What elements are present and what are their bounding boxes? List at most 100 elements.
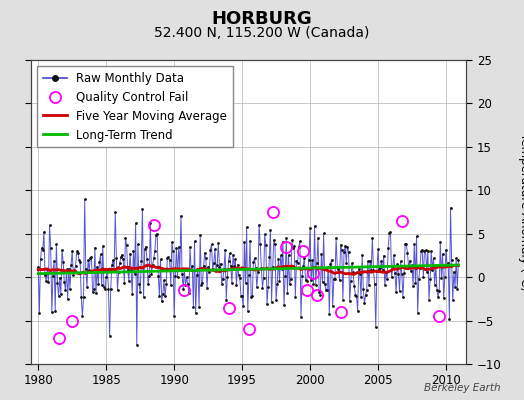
Point [442, 246, 450, 253]
Point [171, 273, 180, 280]
Point [250, 255, 259, 262]
Point [313, 260, 321, 266]
Point [393, 261, 401, 268]
Point [412, 233, 421, 240]
Point [281, 273, 289, 280]
Point [170, 313, 178, 319]
Point [216, 260, 225, 267]
Point [316, 292, 324, 298]
Point [360, 300, 368, 306]
Point [161, 293, 169, 299]
Point [439, 251, 447, 257]
Point [107, 262, 116, 269]
Point [233, 262, 242, 268]
Point [450, 269, 458, 275]
Point [204, 264, 212, 270]
Point [253, 284, 261, 290]
Point [303, 265, 312, 272]
Point [417, 248, 425, 254]
Point [257, 264, 266, 271]
Point [397, 258, 405, 264]
Point [440, 295, 448, 301]
Point [34, 264, 42, 270]
Point [367, 267, 375, 273]
Point [329, 303, 337, 310]
Point [91, 244, 99, 251]
Point [239, 302, 247, 309]
Point [197, 281, 205, 288]
Y-axis label: Temperature Anomaly (°C): Temperature Anomaly (°C) [518, 133, 524, 291]
Point [69, 272, 78, 278]
Point [333, 264, 342, 270]
Point [174, 244, 183, 250]
Point [52, 241, 61, 247]
Point [43, 266, 51, 273]
Point [214, 240, 223, 246]
Point [232, 282, 241, 288]
Point [411, 280, 420, 286]
Point [231, 256, 239, 263]
Point [382, 268, 390, 275]
Point [196, 232, 204, 238]
Point [288, 237, 296, 244]
Point [366, 257, 374, 264]
Point [238, 293, 246, 299]
Point [427, 248, 435, 255]
Point [429, 255, 438, 262]
Point [279, 239, 287, 245]
Point [443, 262, 451, 268]
Point [167, 282, 175, 288]
Point [193, 272, 201, 278]
Point [93, 263, 101, 270]
Point [285, 252, 293, 258]
Point [358, 252, 366, 258]
Point [94, 281, 103, 288]
Point [141, 243, 150, 250]
Point [50, 258, 58, 264]
Point [332, 235, 340, 241]
Point [156, 256, 165, 262]
Point [451, 284, 459, 290]
Point [369, 267, 378, 273]
Point [135, 281, 143, 287]
Point [180, 266, 189, 272]
Point [430, 281, 439, 288]
Point [271, 241, 279, 248]
Point [140, 246, 149, 252]
Point [362, 292, 370, 298]
Point [82, 266, 90, 272]
Point [331, 276, 339, 282]
Point [129, 248, 138, 254]
Point [106, 286, 115, 292]
Point [437, 274, 445, 281]
Legend: Raw Monthly Data, Quality Control Fail, Five Year Moving Average, Long-Term Tren: Raw Monthly Data, Quality Control Fail, … [37, 66, 233, 148]
Point [446, 204, 455, 211]
Point [403, 250, 412, 256]
Point [222, 296, 231, 303]
Point [81, 196, 89, 203]
Point [259, 274, 268, 281]
Point [153, 230, 161, 237]
Point [112, 255, 121, 262]
Point [453, 285, 462, 292]
Point [220, 266, 228, 272]
Point [211, 246, 219, 252]
Point [210, 260, 218, 266]
Point [132, 220, 140, 226]
Point [255, 222, 263, 228]
Point [68, 248, 77, 254]
Point [84, 257, 92, 263]
Point [275, 278, 283, 284]
Point [441, 274, 449, 280]
Point [128, 291, 136, 297]
Point [67, 262, 75, 268]
Point [268, 264, 277, 270]
Point [215, 264, 224, 270]
Point [205, 269, 213, 275]
Point [315, 288, 323, 295]
Point [36, 256, 45, 262]
Point [149, 255, 158, 262]
Point [75, 257, 83, 263]
Point [363, 287, 371, 294]
Point [266, 226, 275, 233]
